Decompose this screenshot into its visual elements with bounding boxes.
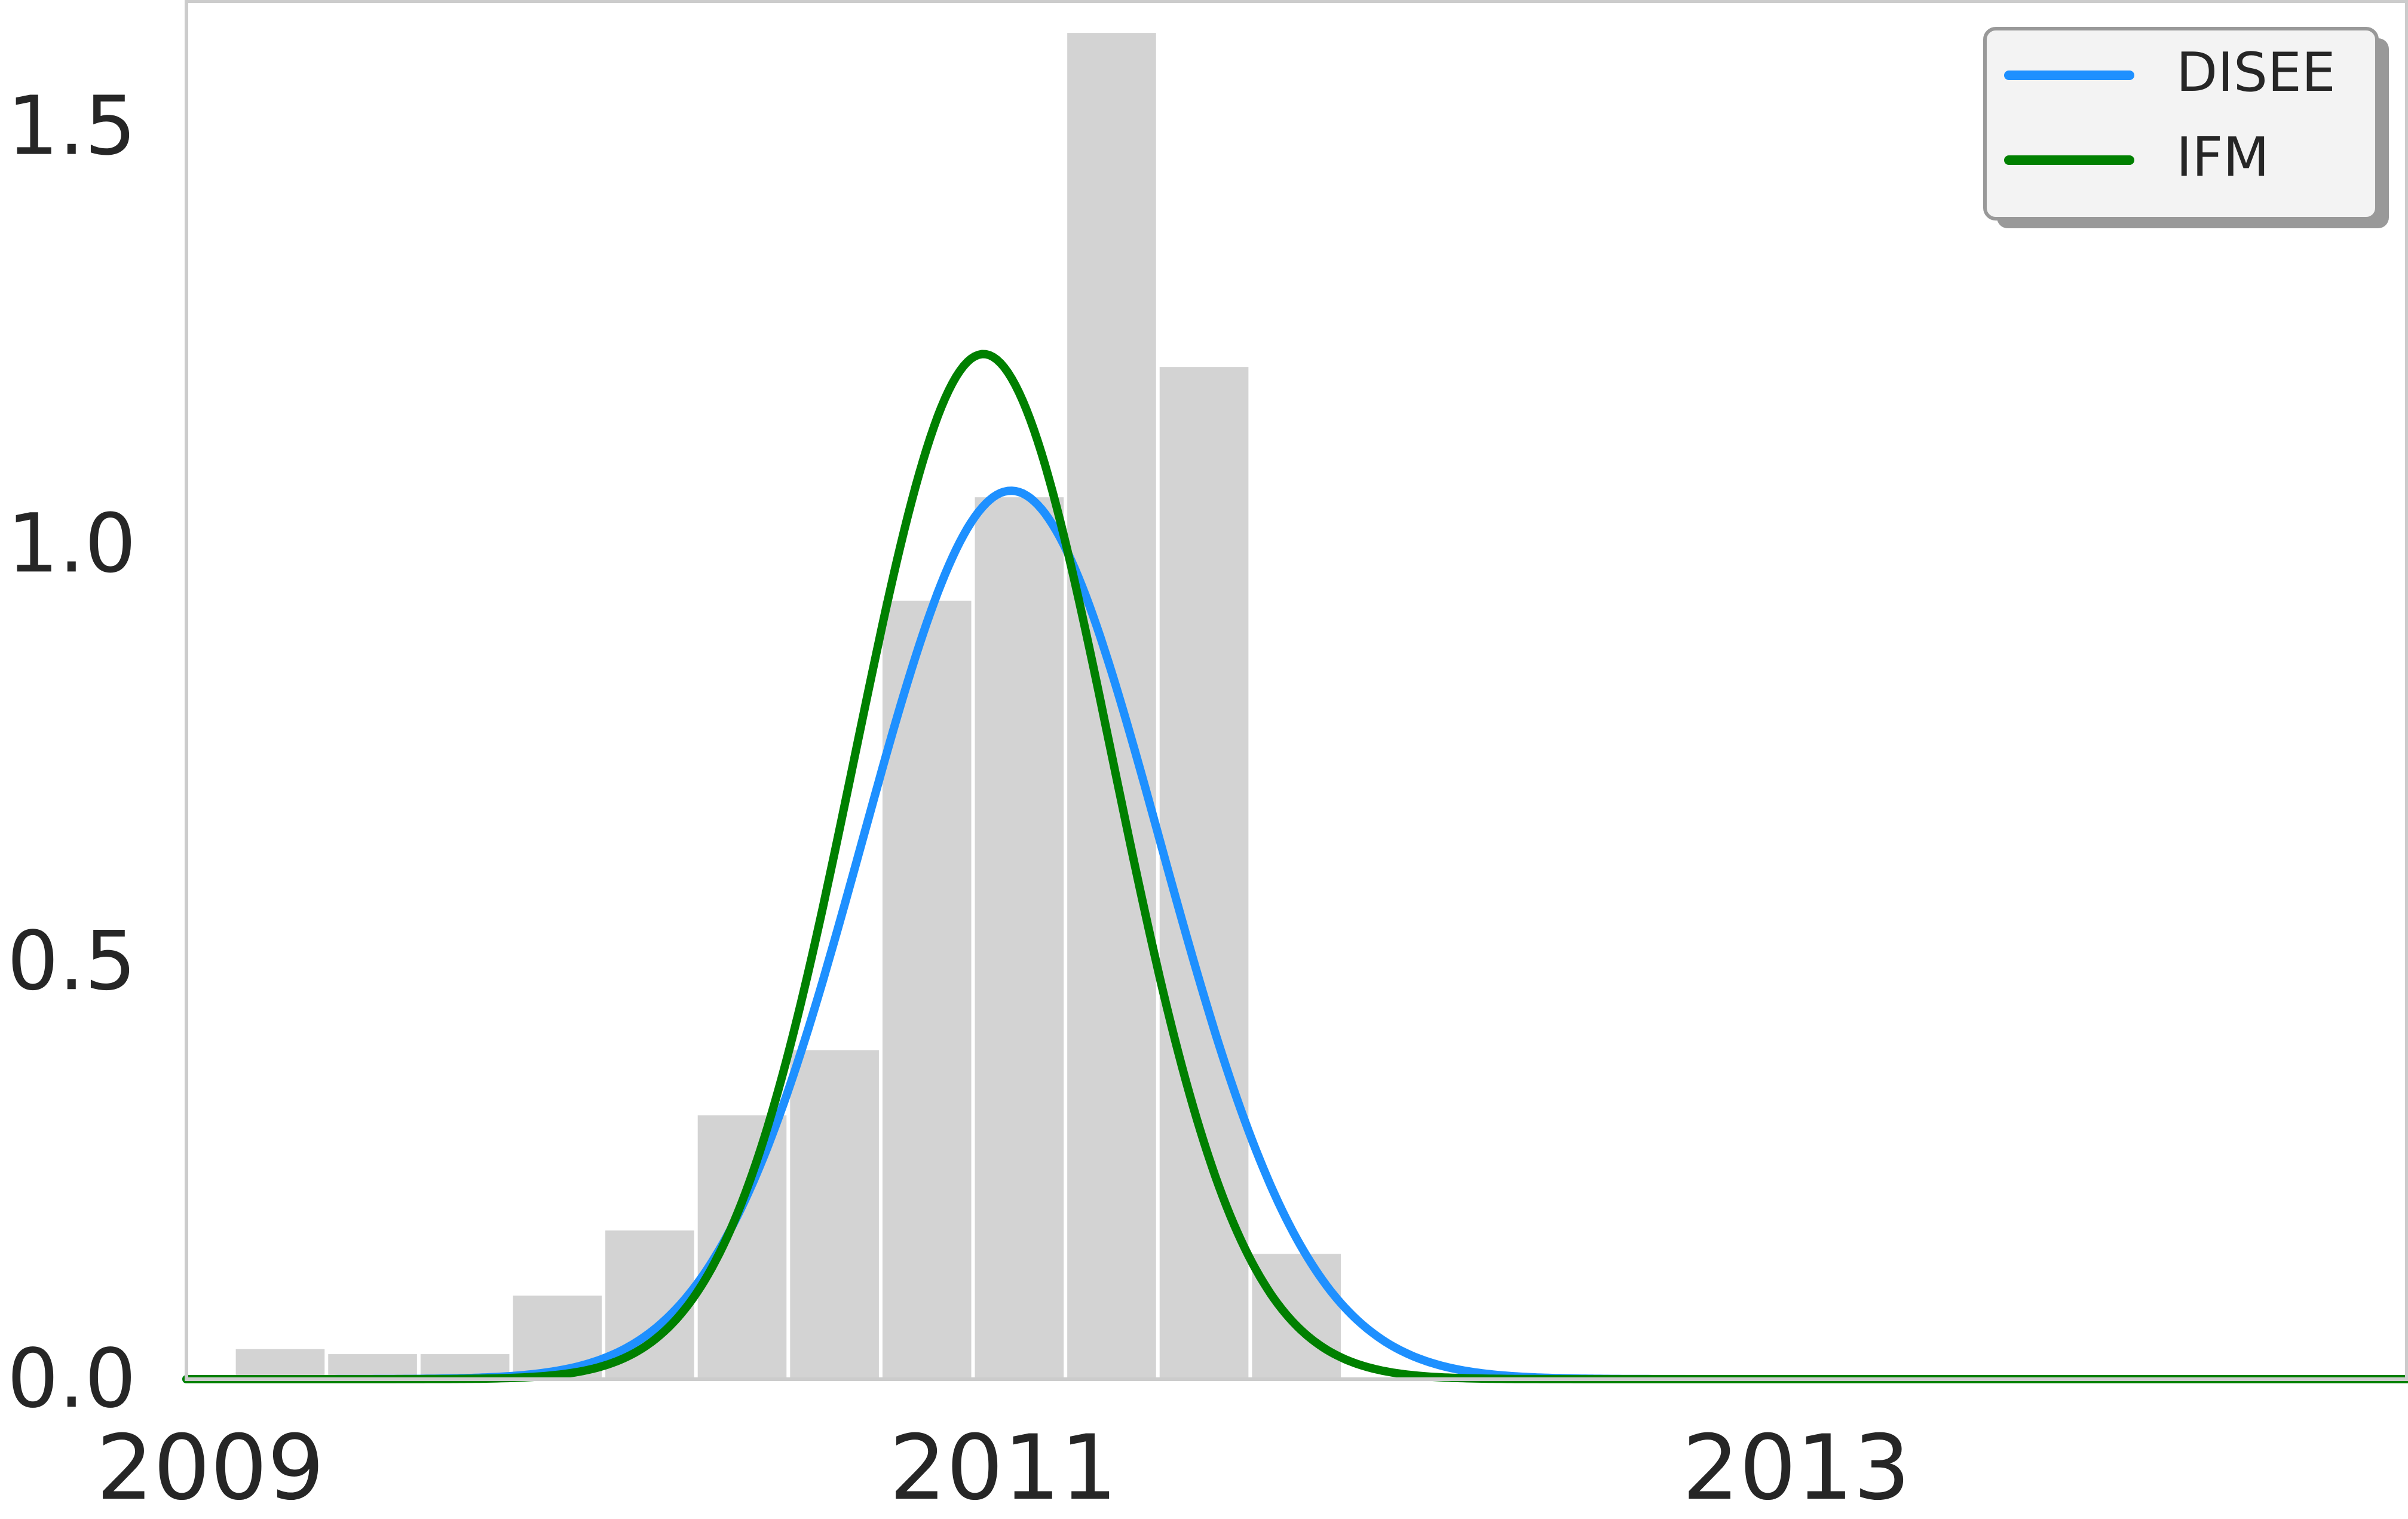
y-axis-ticks: 0.0 0.5 1.0 1.5 [7,79,136,1426]
x-tick-label-2: 2013 [1682,1416,1910,1519]
histogram-bar-5 [697,1115,787,1379]
y-tick-label-1: 0.5 [7,914,136,1009]
legend-label-ifm: IFM [2176,126,2269,189]
y-tick-label-0: 0.0 [7,1332,136,1426]
histogram-bar-9 [1067,33,1156,1379]
x-tick-label-0: 2009 [96,1416,324,1519]
histogram-bar-10 [1159,367,1249,1379]
legend: DISEE IFM [1983,27,2389,228]
histogram-bar-8 [975,497,1064,1380]
legend-label-disee: DISEE [2176,41,2336,104]
histogram-bar-6 [790,1050,879,1379]
y-tick-label-2: 1.0 [7,497,136,591]
histogram-bar-11 [1252,1254,1341,1379]
x-tick-label-1: 2011 [889,1416,1117,1519]
histogram-bar-0 [235,1349,325,1379]
x-axis-ticks: 2009 2011 2013 [96,1416,1910,1519]
density-curves [182,350,2408,1383]
density-curve-disee [182,486,2408,1383]
plot-frame [185,0,2408,1381]
y-tick-label-3: 1.5 [7,79,136,174]
density-curve-ifm [182,350,2408,1383]
histogram-bars [235,33,1341,1380]
